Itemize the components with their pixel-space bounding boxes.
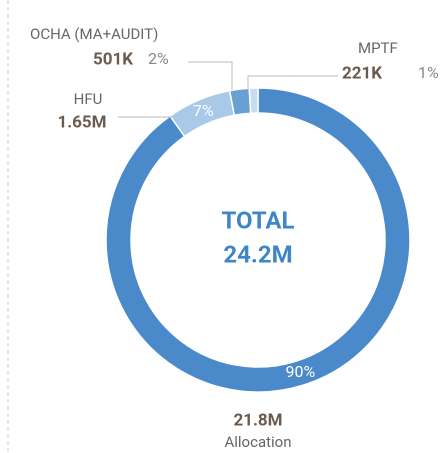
amount-label: 501K bbox=[93, 49, 133, 69]
amount-label: 1.65M bbox=[57, 112, 106, 132]
total-title: TOTAL bbox=[221, 206, 294, 234]
total-value: 24.2M bbox=[223, 240, 292, 268]
category-label: OCHA (MA+AUDIT) bbox=[30, 25, 158, 43]
leader-line bbox=[188, 61, 233, 90]
percent-label: 90% bbox=[285, 362, 315, 381]
percent-label: 2% bbox=[148, 49, 169, 68]
amount-label: 221K bbox=[342, 63, 382, 83]
category-label: MPTF bbox=[358, 39, 398, 57]
category-label: HFU bbox=[74, 90, 103, 108]
slice bbox=[248, 87, 259, 115]
slice bbox=[105, 87, 411, 393]
category-label: Allocation bbox=[224, 433, 291, 451]
percent-label: 7% bbox=[193, 101, 214, 120]
leader-line bbox=[247, 75, 338, 90]
amount-label: 21.8M bbox=[233, 410, 282, 430]
slice bbox=[228, 87, 252, 117]
slices bbox=[105, 87, 411, 393]
percent-label: 1% bbox=[418, 63, 439, 82]
